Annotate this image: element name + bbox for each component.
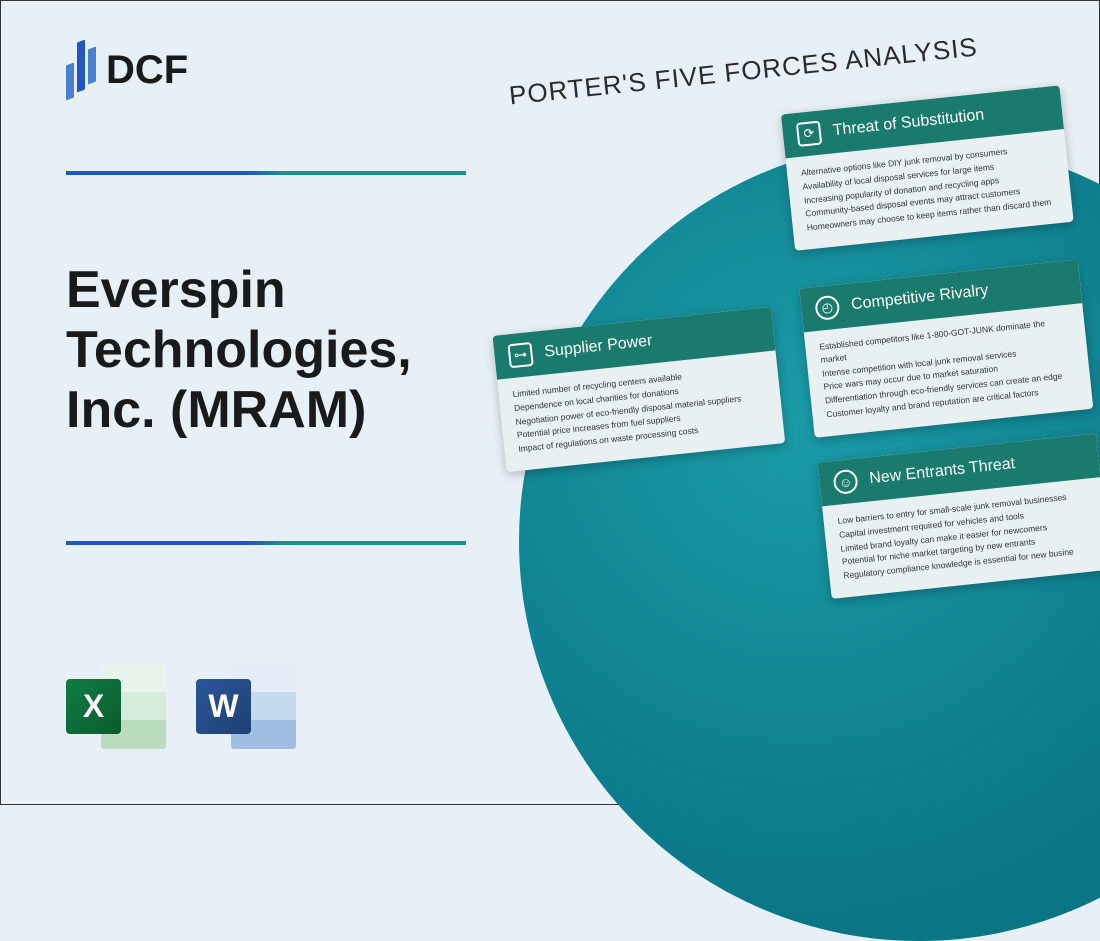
card-title: Threat of Substitution: [832, 106, 985, 140]
pie-icon: ◴: [814, 295, 840, 321]
divider-top: [66, 171, 466, 175]
excel-icon: X: [66, 659, 166, 754]
card-entrants: ☺ New Entrants Threat Low barriers to en…: [817, 433, 1100, 598]
app-icons-row: X W: [66, 659, 296, 754]
word-icon: W: [196, 659, 296, 754]
word-letter: W: [196, 679, 251, 734]
logo-bars-icon: [66, 41, 96, 99]
card-supplier: ⊶ Supplier Power Limited number of recyc…: [492, 307, 785, 472]
card-rivalry: ◴ Competitive Rivalry Established compet…: [799, 259, 1093, 437]
logo: DCF: [66, 41, 188, 99]
cards-area: ⟳ Threat of Substitution Alternative opt…: [489, 50, 1100, 712]
card-title: New Entrants Threat: [869, 455, 1017, 488]
key-icon: ⊶: [507, 342, 533, 368]
page-title: Everspin Technologies, Inc. (MRAM): [66, 261, 486, 440]
card-title: Competitive Rivalry: [850, 282, 989, 314]
card-substitution: ⟳ Threat of Substitution Alternative opt…: [781, 85, 1074, 250]
excel-letter: X: [66, 679, 121, 734]
main-container: DCF Everspin Technologies, Inc. (MRAM) X…: [0, 0, 1100, 805]
person-icon: ☺: [832, 469, 858, 495]
card-title: Supplier Power: [544, 332, 654, 361]
divider-bottom: [66, 541, 466, 545]
refresh-icon: ⟳: [796, 121, 822, 147]
logo-text: DCF: [106, 48, 188, 93]
